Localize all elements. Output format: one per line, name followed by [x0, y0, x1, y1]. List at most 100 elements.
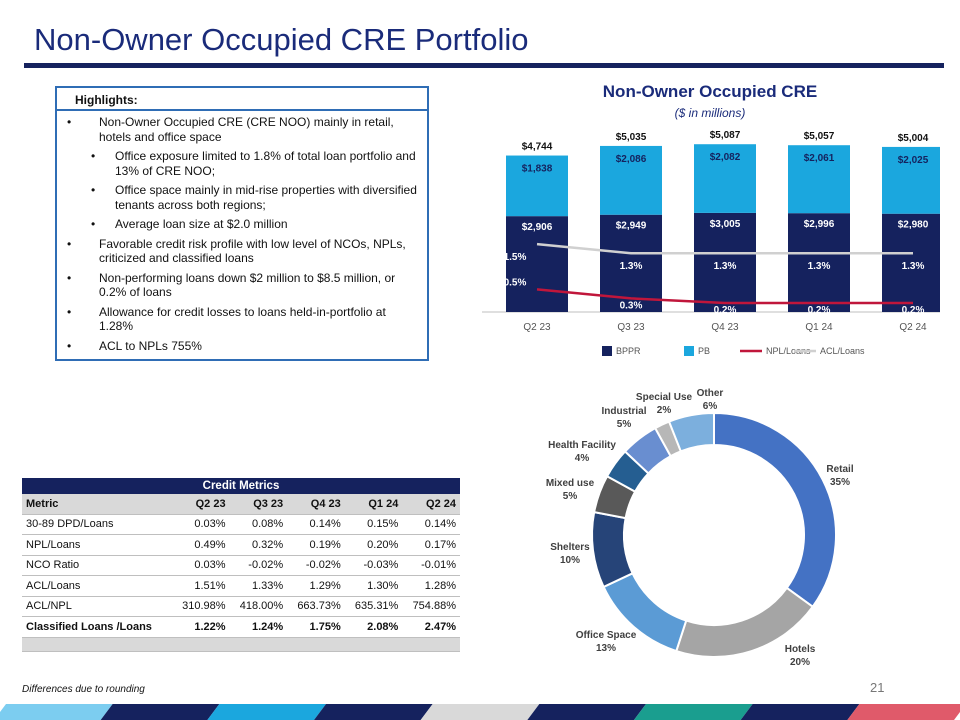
- donut-label-pct: 20%: [790, 657, 810, 668]
- donut-label-pct: 10%: [560, 555, 580, 566]
- line-value-label: 1.3%: [620, 261, 643, 272]
- highlight-item: Office space mainly in mid-rise properti…: [63, 183, 419, 212]
- column-header: Q3 23: [229, 494, 288, 515]
- donut-label-name: Retail: [826, 464, 853, 475]
- metric-value: 0.20%: [344, 534, 403, 556]
- metric-value: 1.28%: [402, 575, 460, 597]
- metric-value: 0.03%: [171, 555, 230, 576]
- donut-label-name: Other: [697, 388, 724, 399]
- donut-label-pct: 4%: [575, 453, 590, 464]
- footer-segment: [0, 704, 113, 720]
- column-header: Metric: [22, 494, 172, 515]
- x-tick-label: Q2 23: [523, 322, 551, 333]
- footer-segment: [740, 704, 860, 720]
- footer-segment: [847, 704, 960, 720]
- column-header: Q2 24: [402, 494, 460, 515]
- footer-segment: [527, 704, 646, 720]
- donut-label-pct: 13%: [596, 643, 616, 654]
- donut-label: Office Space 13%: [576, 630, 637, 654]
- metric-value: -0.03%: [344, 555, 403, 576]
- bar-value-label: $2,996: [804, 219, 835, 230]
- bar-pb: [600, 145, 662, 215]
- table-row: NPL/Loans 0.49% 0.32% 0.19% 0.20% 0.17%: [22, 534, 460, 556]
- footer-segment: [420, 704, 540, 720]
- metric-value: 2.47%: [402, 616, 460, 638]
- x-tick-label: Q1 24: [805, 322, 833, 333]
- donut-label-name: Industrial: [601, 406, 646, 417]
- legend-swatch: [684, 346, 694, 356]
- donut-label: Mixed use 5%: [546, 478, 595, 502]
- metric-value: 0.49%: [171, 534, 230, 556]
- legend-swatch: [602, 346, 612, 356]
- table-row: 30-89 DPD/Loans 0.03% 0.08% 0.14% 0.15% 0.14%: [22, 514, 460, 535]
- metric-value: 1.33%: [229, 575, 288, 597]
- bar-pb: [506, 155, 568, 217]
- bar-value-label: $3,005: [710, 219, 741, 230]
- footer-segment: [634, 704, 753, 720]
- legend-label: NPL/Loans: [766, 346, 811, 356]
- column-header: Q1 24: [344, 494, 403, 515]
- line-value-label: 1.5%: [504, 252, 527, 263]
- metric-value: 0.08%: [229, 514, 288, 535]
- highlight-item: Office exposure limited to 1.8% of total…: [63, 149, 419, 178]
- metric-value: 754.88%: [402, 596, 460, 617]
- page-number: 21: [870, 680, 885, 695]
- legend-label: BPPR: [616, 346, 641, 356]
- bar-pb: [788, 145, 850, 214]
- footer-segment: [207, 704, 326, 720]
- metric-value: 635.31%: [344, 596, 403, 617]
- line-value-label: 1.3%: [714, 261, 737, 272]
- donut-label-name: Office Space: [576, 630, 637, 641]
- line-value-label: 0.2%: [714, 305, 737, 316]
- title-rule: [24, 63, 944, 68]
- metric-value: 663.73%: [287, 596, 345, 617]
- metric-value: -0.02%: [229, 555, 288, 576]
- bar-bppr: [788, 213, 850, 312]
- highlight-item: Allowance for credit losses to loans hel…: [63, 305, 419, 334]
- column-header: Q4 23: [287, 494, 345, 515]
- donut-label: Retail 35%: [826, 464, 853, 488]
- credit-metrics-header-row: Metric Q2 23 Q3 23 Q4 23 Q1 24 Q2 24: [22, 494, 460, 515]
- bar-chart: $2,906 $1,838 $4,744 Q2 23 $2,949 $2,086 $5,03…: [482, 130, 940, 356]
- metric-value: 0.14%: [287, 514, 345, 535]
- donut-label: Industrial 5%: [601, 406, 646, 430]
- metric-value: 1.75%: [287, 616, 345, 638]
- footnote: Differences due to rounding: [22, 684, 145, 695]
- table-row: ACL/NPL 310.98% 418.00% 663.73% 635.31% 754.8…: [22, 596, 460, 617]
- metric-name: 30-89 DPD/Loans: [22, 514, 172, 535]
- line-value-label: 1.3%: [902, 261, 925, 272]
- credit-metrics-title: Credit Metrics: [22, 478, 460, 494]
- bar-value-label: $2,949: [616, 221, 647, 232]
- donut-label-name: Shelters: [550, 542, 590, 553]
- donut-label: Special Use 2%: [636, 392, 693, 416]
- metric-value: -0.02%: [287, 555, 345, 576]
- page-title: Non-Owner Occupied CRE Portfolio: [34, 22, 529, 57]
- donut-label-name: Hotels: [785, 644, 816, 655]
- metric-value: 2.08%: [344, 616, 403, 638]
- donut-label-pct: 2%: [657, 405, 672, 416]
- highlights-box: Highlights: Non-Owner Occupied CRE (CRE …: [55, 86, 429, 361]
- donut-chart: Retail 35% Hotels 20% Office Space 13% Shelter…: [546, 388, 854, 668]
- bar-total-label: $5,087: [710, 130, 741, 141]
- bar-total-label: $5,035: [616, 132, 647, 143]
- credit-metrics-table: Credit Metrics Metric Q2 23 Q3 23 Q4 23 Q1 2…: [22, 478, 460, 652]
- donut-label-pct: 5%: [563, 491, 578, 502]
- metric-value: 1.22%: [171, 616, 230, 638]
- donut-label-name: Mixed use: [546, 478, 595, 489]
- donut-label-name: Special Use: [636, 392, 693, 403]
- bar-bppr: [882, 213, 940, 312]
- footer-segment: [314, 704, 433, 720]
- bar-total-label: $4,744: [522, 142, 553, 153]
- metric-value: 0.19%: [287, 534, 345, 556]
- metric-name: ACL/NPL: [22, 596, 172, 617]
- bar-pb: [882, 146, 940, 214]
- bar-chart-title: Non-Owner Occupied CRE: [602, 82, 818, 101]
- metric-value: 1.24%: [229, 616, 288, 638]
- bar-value-label: $2,980: [898, 220, 929, 231]
- highlight-item: Non-performing loans down $2 million to …: [63, 271, 419, 300]
- bar-bppr: [694, 212, 756, 312]
- bar-bppr: [506, 216, 568, 312]
- line-npl-loans: [536, 288, 913, 305]
- metric-value: 1.51%: [171, 575, 230, 597]
- legend-label: PB: [698, 346, 710, 356]
